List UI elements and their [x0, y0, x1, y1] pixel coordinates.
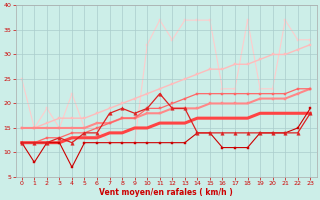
X-axis label: Vent moyen/en rafales ( km/h ): Vent moyen/en rafales ( km/h ): [99, 188, 233, 197]
